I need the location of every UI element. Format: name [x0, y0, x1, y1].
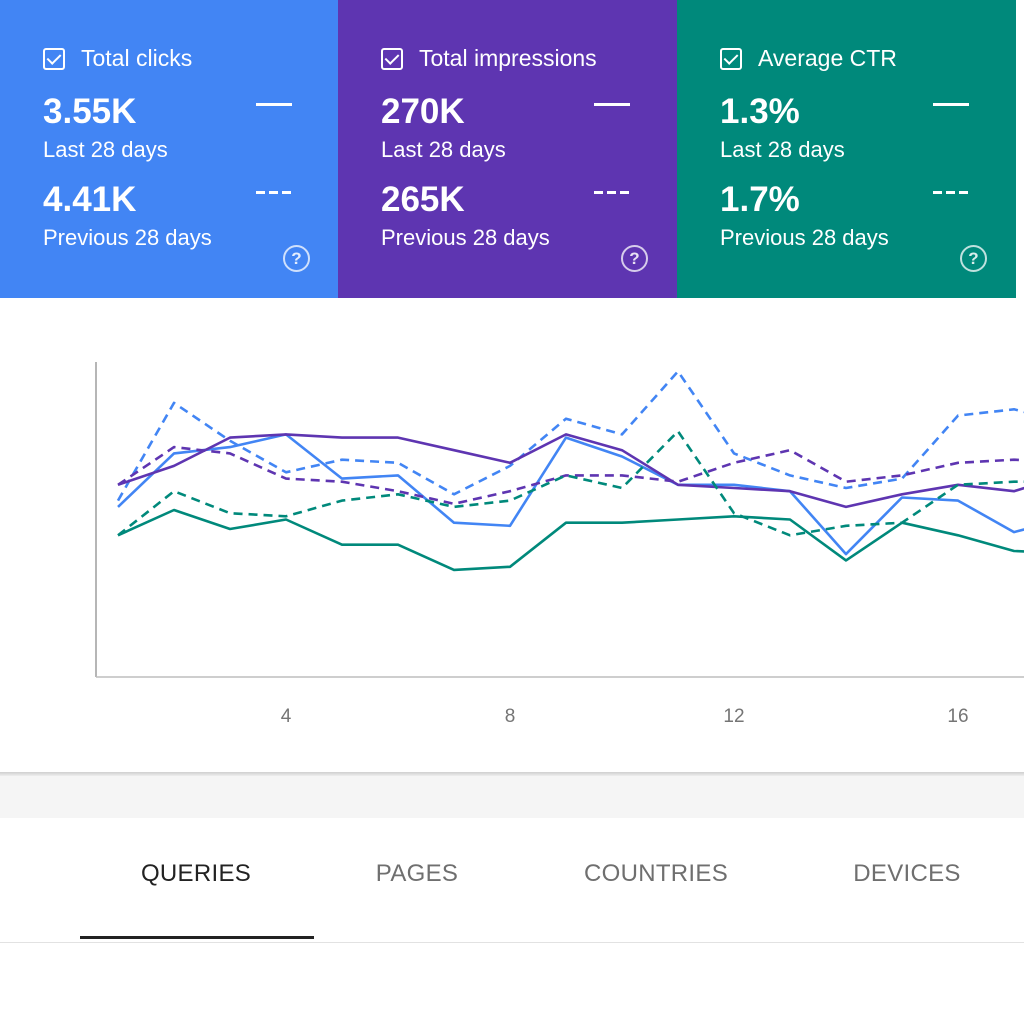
previous-value: 265K: [381, 180, 465, 219]
active-tab-indicator: [80, 936, 314, 939]
checkbox-checked-icon[interactable]: [43, 48, 65, 70]
card-total-clicks[interactable]: Total clicks 3.55K Last 28 days 4.41K Pr…: [0, 0, 338, 298]
dimension-tabs: QUERIES PAGES COUNTRIES DEVICES: [0, 818, 1024, 943]
series-line-impressions-current[interactable]: [117, 433, 1024, 509]
solid-line-legend-icon: [256, 103, 292, 106]
series-line-ctr-current[interactable]: [117, 508, 1024, 572]
previous-value: 1.7%: [720, 180, 800, 219]
performance-chart[interactable]: 4 8 12 16: [0, 298, 1024, 774]
card-title: Total impressions: [419, 45, 597, 71]
previous-period: Previous 28 days: [720, 225, 889, 250]
solid-line-legend-icon: [594, 103, 630, 106]
dashed-line-legend-icon: [256, 191, 292, 194]
performance-chart-panel: 4 8 12 16: [0, 298, 1024, 774]
x-tick-label: 8: [505, 706, 516, 727]
tab-pages[interactable]: PAGES: [375, 860, 459, 887]
card-title: Total clicks: [81, 45, 193, 71]
help-circle-icon[interactable]: ?: [621, 245, 648, 272]
help-circle-icon[interactable]: ?: [960, 245, 987, 272]
current-value: 270K: [381, 92, 465, 131]
tab-countries[interactable]: COUNTRIES: [583, 860, 729, 887]
current-period: Last 28 days: [43, 137, 168, 162]
series-line-impressions-previous[interactable]: [117, 445, 1024, 506]
metric-cards: Total clicks 3.55K Last 28 days 4.41K Pr…: [0, 0, 1016, 298]
section-separator: [0, 776, 1024, 818]
x-tick-label: 12: [723, 706, 744, 727]
series-line-clicks-previous[interactable]: [116, 370, 1024, 502]
dashed-line-legend-icon: [933, 191, 969, 194]
tab-queries[interactable]: QUERIES: [140, 860, 252, 887]
previous-period: Previous 28 days: [43, 225, 212, 250]
tab-devices[interactable]: DEVICES: [853, 860, 961, 887]
card-total-impressions[interactable]: Total impressions 270K Last 28 days 265K…: [338, 0, 677, 298]
card-average-ctr[interactable]: Average CTR 1.3% Last 28 days 1.7% Previ…: [677, 0, 1016, 298]
series-line-clicks-current[interactable]: [117, 433, 1024, 556]
current-value: 1.3%: [720, 92, 800, 131]
checkbox-checked-icon[interactable]: [381, 48, 403, 70]
previous-period: Previous 28 days: [381, 225, 550, 250]
solid-line-legend-icon: [933, 103, 969, 106]
previous-value: 4.41K: [43, 180, 137, 219]
help-circle-icon[interactable]: ?: [283, 245, 310, 272]
card-title: Average CTR: [758, 45, 897, 71]
current-value: 3.55K: [43, 92, 137, 131]
current-period: Last 28 days: [381, 137, 506, 162]
series-line-ctr-previous[interactable]: [117, 430, 1024, 537]
x-tick-label: 4: [281, 706, 292, 727]
dashed-line-legend-icon: [594, 191, 630, 194]
chart-panel-shadow: [0, 772, 1024, 776]
current-period: Last 28 days: [720, 137, 845, 162]
x-tick-label: 16: [947, 706, 968, 727]
checkbox-checked-icon[interactable]: [720, 48, 742, 70]
